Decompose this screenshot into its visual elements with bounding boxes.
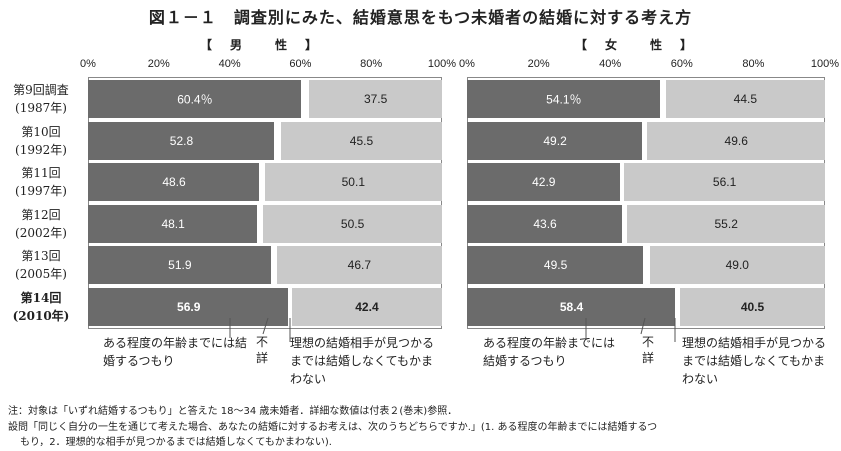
axis-tick-label: 20%	[147, 58, 170, 70]
bar-series2	[280, 121, 442, 160]
data-label-series1: 51.9	[168, 258, 192, 273]
category-label: 第10回 (1992年)	[15, 124, 67, 157]
axis-tick-label: 0%	[459, 58, 475, 70]
female-plot-frame	[467, 77, 825, 329]
figure-title: 図１－１ 調査別にみた、結婚意思をもつ未婚者の結婚に対する考え方	[148, 8, 693, 27]
annotation-unknown-female: 不詳	[641, 335, 654, 365]
category-label: 第13回 (2005年)	[15, 249, 67, 282]
bar-series1	[467, 121, 643, 160]
axis-tick-label: 60%	[289, 58, 312, 70]
data-label-series2: 42.4	[355, 300, 379, 314]
data-label-series2: 37.5	[363, 92, 388, 106]
data-label-series1: 54.1％	[546, 92, 582, 107]
data-label-series1: 48.6	[162, 175, 186, 190]
bar-series1	[467, 80, 660, 118]
data-label-series1: 58.4	[559, 300, 584, 314]
bar-series2	[627, 204, 825, 243]
male-panel-title: 【 男 性 】	[200, 38, 321, 52]
axis-tick-label: 40%	[218, 58, 241, 70]
data-label-series1: 49.2	[543, 133, 567, 148]
axis-tick-label: 40%	[599, 58, 622, 70]
bar-series2	[263, 204, 442, 243]
bar-series2	[624, 163, 825, 202]
data-label-series2: 49.0	[725, 258, 749, 273]
data-label-series1: 49.5	[543, 258, 568, 273]
data-label-series2: 40.5	[740, 300, 765, 314]
bar-series1	[467, 288, 676, 326]
female-panel-title: 【 女 性 】	[575, 38, 696, 52]
bar-series2	[291, 288, 442, 326]
note-line-2: 設問「同じく自分の一生を通じて考えた場合、あなたの結婚に対するお考えは、次のうち…	[8, 422, 658, 433]
data-label-series1: 52.8	[169, 133, 194, 148]
bar-series1	[467, 246, 644, 285]
annotation-series2-female: 理想の結婚相手が見つかるまでは結婚しなくてもかまわない	[682, 336, 827, 386]
bar-series2	[309, 80, 442, 118]
category-label: 第14回 (2010年)	[12, 291, 70, 323]
connector-line	[640, 317, 646, 335]
bar-series2	[647, 121, 825, 160]
bar-series2	[264, 163, 442, 202]
bar-series2	[680, 288, 825, 326]
axis-tick-label: 20%	[527, 58, 550, 70]
axis-tick-label: 60%	[670, 58, 693, 70]
category-label: 第11回 (1997年)	[15, 166, 67, 199]
data-label-series2: 50.1	[341, 175, 365, 190]
axis-tick-label: 100%	[427, 58, 457, 70]
annotation-unknown-male: 不詳	[255, 335, 268, 365]
axis-tick-label: 0%	[80, 58, 96, 70]
bar-series1	[467, 163, 620, 202]
data-label-series1: 42.9	[532, 175, 556, 190]
data-label-series2: 56.1	[712, 175, 737, 190]
data-label-series2: 55.2	[714, 216, 738, 231]
data-label-series2: 44.5	[733, 92, 758, 106]
note-line-3: もり，2．理想的な相手が見つかるまでは結婚しなくてもかまわない).	[20, 437, 332, 448]
data-label-series1: 56.9	[177, 300, 201, 314]
bar-series1	[88, 288, 289, 326]
bar-series1	[88, 246, 271, 285]
bar-series1	[88, 204, 258, 243]
data-label-series2: 49.6	[724, 133, 748, 148]
data-label-series1: 60.4％	[177, 92, 213, 107]
bar-series1	[88, 163, 260, 202]
note-line-1: 注：対象は「いずれ結婚するつもり」と答えた 18～34 歳未婚者．詳細な数値は付…	[8, 406, 458, 417]
data-label-series1: 48.1	[161, 216, 185, 231]
connector-line	[262, 317, 269, 335]
axis-tick-label: 80%	[360, 58, 383, 70]
annotation-series1-male: ある程度の年齢までには結婚するつもり	[103, 336, 248, 368]
annotation-series2-male: 理想の結婚相手が見つかるまでは結婚しなくてもかまわない	[290, 336, 435, 386]
category-label: 第12回 (2002年)	[15, 207, 67, 240]
data-label-series2: 50.5	[340, 216, 365, 231]
bar-series2	[649, 246, 825, 285]
axis-tick-label: 80%	[742, 58, 765, 70]
bar-series1	[88, 80, 301, 118]
bar-series1	[467, 204, 623, 243]
annotation-series1-female: ある程度の年齢までには結婚するつもり	[483, 336, 616, 368]
data-label-series2: 45.5	[349, 133, 374, 148]
axis-tick-label: 100%	[810, 58, 840, 70]
bar-series2	[665, 80, 825, 118]
category-label: 第9回調査 (1987年)	[13, 83, 69, 115]
bar-series2	[276, 246, 442, 285]
data-label-series1: 43.6	[533, 216, 557, 231]
bar-series1	[88, 121, 274, 160]
data-label-series2: 46.7	[347, 258, 372, 273]
